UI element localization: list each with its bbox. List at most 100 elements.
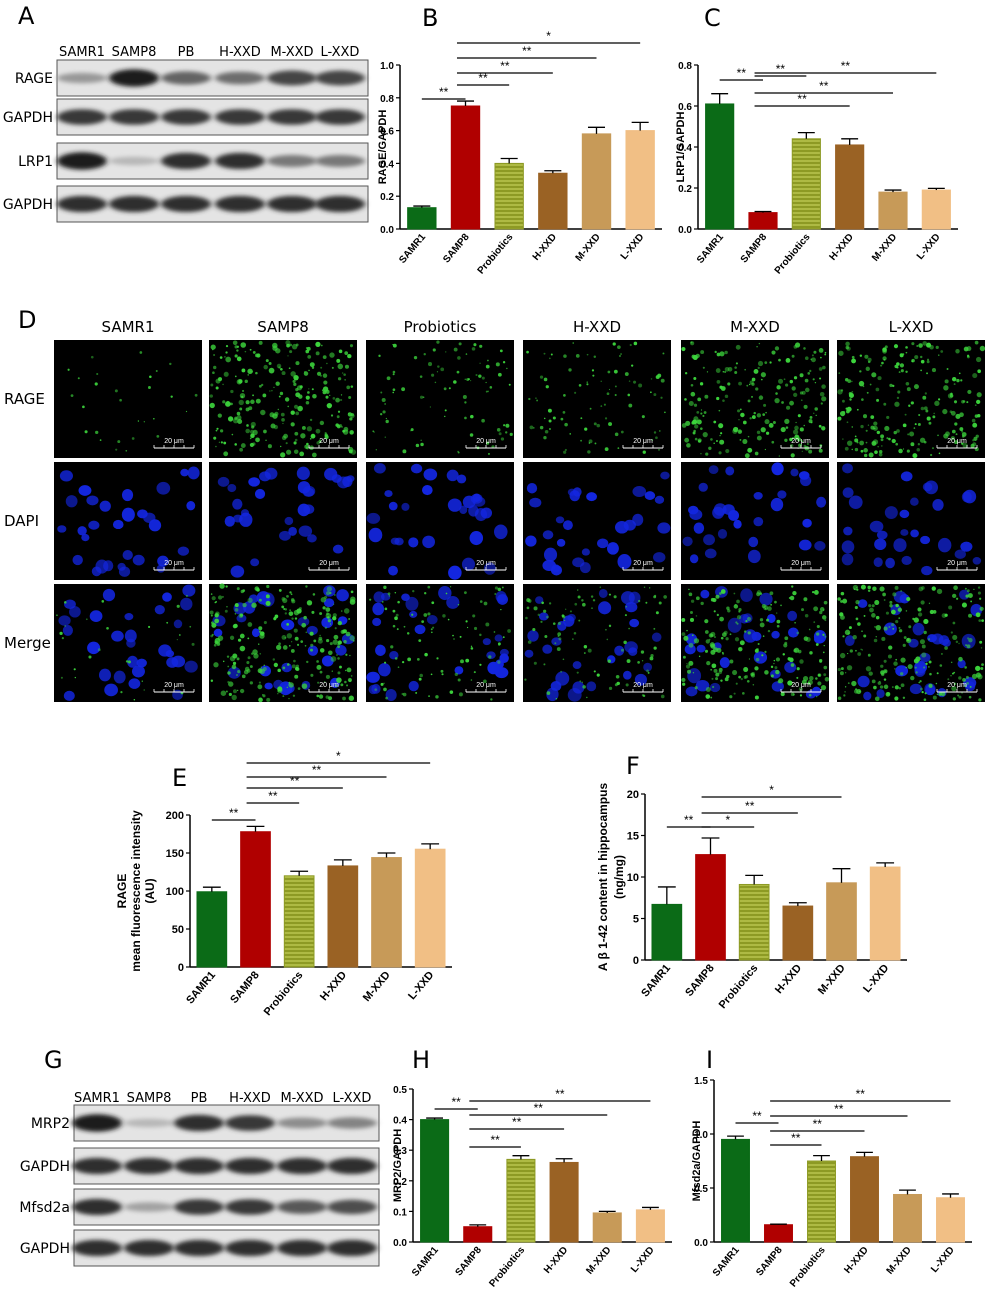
rage-signal bbox=[916, 447, 921, 452]
rage-signal bbox=[699, 382, 704, 386]
rage-signal bbox=[658, 448, 660, 451]
rage-signal bbox=[813, 412, 815, 414]
rage-signal bbox=[682, 682, 686, 686]
nucleus bbox=[842, 487, 854, 498]
nucleus bbox=[284, 516, 294, 526]
rage-signal bbox=[233, 623, 238, 629]
rage-signal bbox=[127, 660, 131, 664]
rage-signal bbox=[216, 642, 221, 646]
rage-signal bbox=[822, 615, 827, 620]
rage-signal bbox=[957, 694, 960, 697]
rage-signal bbox=[70, 394, 74, 398]
rage-signal bbox=[415, 443, 420, 448]
rage-signal bbox=[953, 682, 957, 686]
rage-signal bbox=[581, 681, 583, 683]
rage-signal bbox=[749, 417, 752, 420]
nucleus bbox=[910, 529, 919, 538]
panel-label-f: F bbox=[626, 752, 640, 780]
rage-signal bbox=[318, 636, 323, 641]
rage-signal bbox=[232, 689, 237, 694]
nucleus bbox=[893, 538, 907, 553]
rage-signal bbox=[460, 659, 464, 664]
rage-signal bbox=[734, 603, 737, 606]
rage-signal bbox=[898, 687, 902, 690]
x-tick-label: M-XXD bbox=[584, 1245, 613, 1277]
rage-signal bbox=[437, 365, 440, 368]
rage-signal bbox=[846, 406, 852, 412]
nucleus bbox=[857, 599, 868, 608]
rage-signal bbox=[241, 368, 246, 373]
rage-signal bbox=[700, 350, 705, 354]
nucleus bbox=[727, 617, 742, 633]
rage-signal bbox=[430, 628, 433, 631]
scale-label: 20 μm bbox=[791, 560, 811, 567]
y-tick-label: 1.5 bbox=[694, 1076, 708, 1087]
rage-signal bbox=[700, 427, 703, 430]
rage-signal bbox=[498, 432, 502, 436]
rage-signal bbox=[305, 400, 310, 405]
rage-signal bbox=[457, 356, 461, 360]
x-tick-label: SAMR1 bbox=[695, 232, 726, 266]
scale-label: 20 μm bbox=[633, 438, 653, 445]
rage-signal bbox=[612, 342, 616, 346]
rage-signal bbox=[898, 448, 903, 454]
rage-signal bbox=[254, 586, 260, 591]
bar-samr1 bbox=[196, 891, 228, 968]
rage-signal bbox=[396, 628, 399, 631]
significance-mark: ** bbox=[439, 85, 449, 99]
rage-signal bbox=[392, 388, 396, 392]
rage-signal bbox=[869, 607, 874, 613]
rage-signal bbox=[819, 610, 823, 615]
rage-signal bbox=[332, 613, 337, 618]
blot-a-band bbox=[315, 195, 365, 213]
y-tick-label: 0.6 bbox=[380, 127, 394, 138]
rage-signal bbox=[748, 658, 751, 660]
rage-signal bbox=[580, 439, 582, 442]
rage-signal bbox=[453, 380, 457, 384]
rage-signal bbox=[312, 394, 317, 399]
rage-signal bbox=[229, 635, 235, 640]
rage-signal bbox=[930, 453, 933, 457]
rage-signal bbox=[727, 367, 733, 372]
nucleus bbox=[921, 565, 933, 576]
rage-signal bbox=[431, 631, 433, 634]
rage-signal bbox=[337, 645, 340, 649]
rage-signal bbox=[322, 373, 328, 378]
rage-signal bbox=[894, 585, 899, 590]
x-tick-label: SAMP8 bbox=[441, 232, 472, 266]
rage-signal bbox=[507, 629, 511, 633]
rage-signal bbox=[840, 389, 844, 392]
rage-signal bbox=[588, 442, 591, 444]
panel-label-g: G bbox=[44, 1046, 63, 1074]
rage-signal bbox=[329, 623, 332, 625]
y-tick-label: 0.0 bbox=[380, 225, 394, 236]
rage-signal bbox=[311, 388, 314, 391]
rage-signal bbox=[910, 675, 915, 681]
rage-signal bbox=[185, 410, 188, 413]
scale-label: 20 μm bbox=[633, 560, 653, 567]
rage-signal bbox=[309, 362, 315, 368]
rage-signal bbox=[923, 618, 929, 625]
rage-signal bbox=[608, 686, 613, 691]
rage-signal bbox=[724, 370, 727, 374]
rage-signal bbox=[479, 633, 482, 637]
rage-signal bbox=[878, 452, 883, 457]
nucleus bbox=[112, 519, 124, 530]
rage-signal bbox=[693, 376, 697, 380]
nucleus bbox=[227, 483, 237, 493]
rage-signal bbox=[392, 391, 395, 394]
nucleus bbox=[250, 558, 260, 567]
rage-signal bbox=[613, 595, 617, 599]
nucleus bbox=[366, 512, 381, 524]
rage-signal bbox=[867, 653, 871, 657]
nucleus bbox=[900, 471, 913, 482]
blot-g-band bbox=[174, 1239, 224, 1257]
rage-signal bbox=[889, 603, 893, 608]
x-tick-label: Probiotics bbox=[788, 1245, 828, 1290]
nucleus bbox=[771, 462, 784, 476]
rage-signal bbox=[282, 422, 284, 425]
rage-signal bbox=[94, 382, 98, 386]
rage-signal bbox=[885, 691, 891, 697]
nucleus bbox=[527, 630, 539, 642]
nucleus bbox=[426, 614, 438, 625]
